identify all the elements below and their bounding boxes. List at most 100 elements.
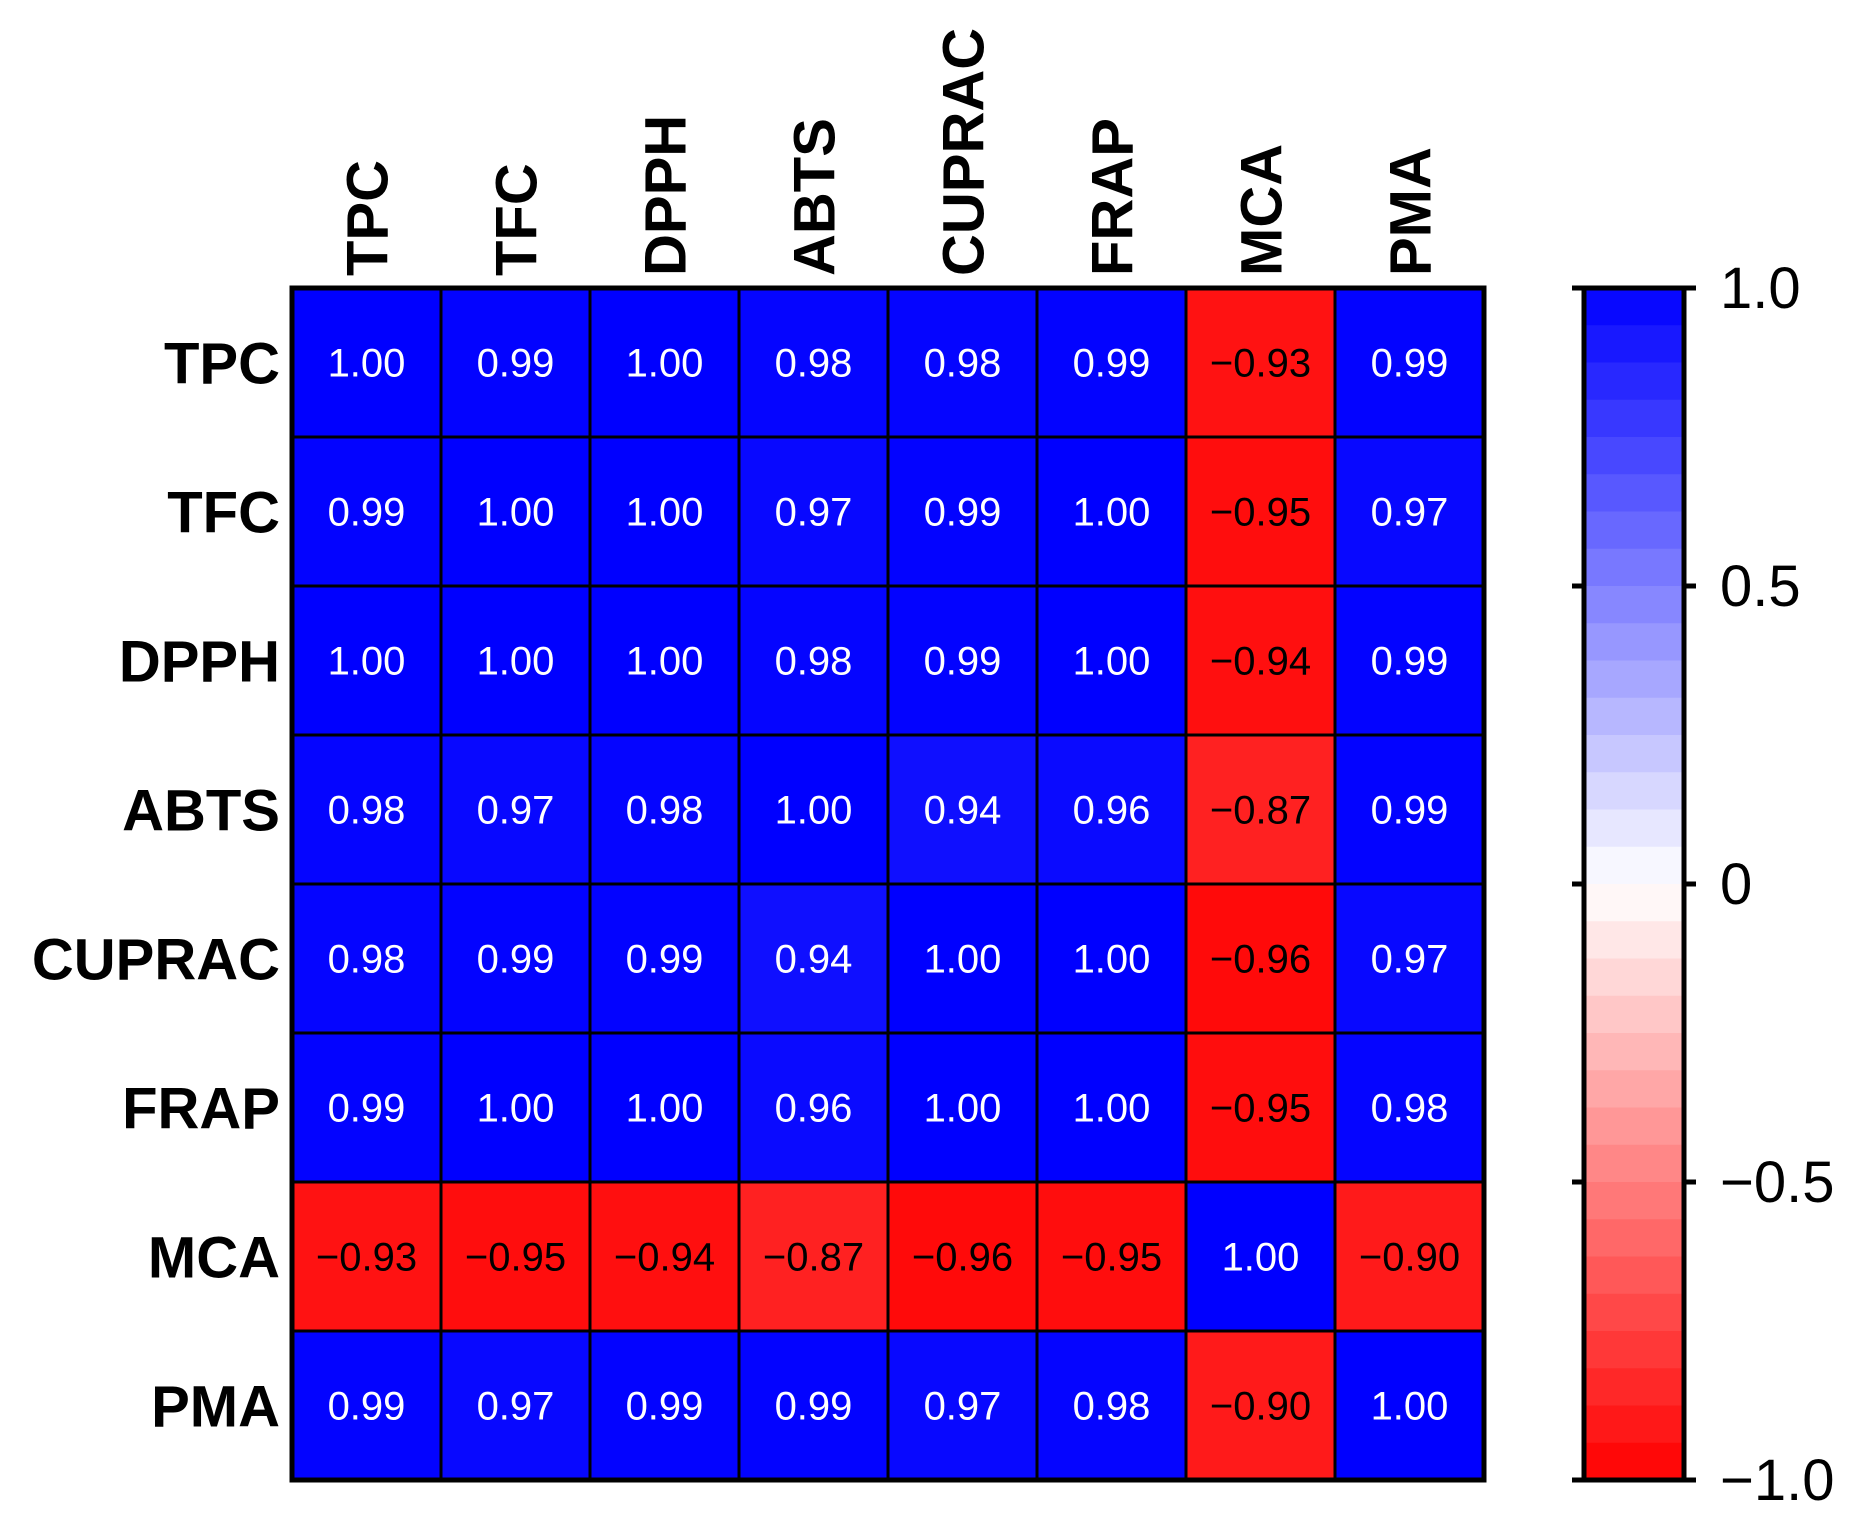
heatmap-cell-pma-pma bbox=[1335, 1331, 1484, 1480]
cell-value-label: 1.00 bbox=[477, 1087, 555, 1131]
cell-value-label: 0.97 bbox=[1371, 491, 1449, 535]
heatmap-cell-abts-pma bbox=[1335, 735, 1484, 884]
cell-value-label: 0.99 bbox=[775, 1385, 853, 1429]
heatmap-cell-pma-dpph bbox=[590, 1331, 739, 1480]
heatmap-cell-frap-tfc bbox=[441, 1033, 590, 1182]
heatmap-cell-pma-frap bbox=[1037, 1331, 1186, 1480]
cell-value-label: −0.95 bbox=[1210, 1087, 1311, 1131]
cell-value-label: 0.99 bbox=[477, 342, 555, 386]
cell-value-label: 0.94 bbox=[924, 789, 1002, 833]
heatmap-cell-mca-cuprac bbox=[888, 1182, 1037, 1331]
cell-value-label: 1.00 bbox=[1073, 640, 1151, 684]
cell-value-label: 0.98 bbox=[1371, 1087, 1449, 1131]
column-label-cuprac: CUPRAC bbox=[932, 28, 997, 276]
cell-value-label: 0.98 bbox=[775, 640, 853, 684]
heatmap-cell-dpph-pma bbox=[1335, 586, 1484, 735]
row-label-abts: ABTS bbox=[122, 779, 280, 844]
heatmap-cell-tpc-tfc bbox=[441, 288, 590, 437]
cell-value-label: 1.00 bbox=[626, 640, 704, 684]
colorbar-step bbox=[1584, 809, 1684, 848]
heatmap-cell-pma-tpc bbox=[292, 1331, 441, 1480]
heatmap-cell-tpc-tpc bbox=[292, 288, 441, 437]
colorbar-step bbox=[1584, 1368, 1684, 1407]
colorbar-step bbox=[1584, 511, 1684, 550]
heatmap-cell-frap-cuprac bbox=[888, 1033, 1037, 1182]
cell-value-label: 0.97 bbox=[775, 491, 853, 535]
colorbar-step bbox=[1584, 735, 1684, 773]
colorbar-step bbox=[1584, 1144, 1684, 1183]
colorbar-step bbox=[1584, 623, 1684, 662]
row-label-tpc: TPC bbox=[164, 332, 280, 397]
cell-value-label: 1.00 bbox=[1222, 1236, 1300, 1280]
heatmap-cell-pma-cuprac bbox=[888, 1331, 1037, 1480]
cell-value-label: 0.97 bbox=[1371, 938, 1449, 982]
heatmap-cell-pma-mca bbox=[1186, 1331, 1335, 1480]
cell-value-label: 0.99 bbox=[328, 1385, 406, 1429]
row-label-dpph: DPPH bbox=[119, 630, 280, 695]
heatmap-cell-tpc-pma bbox=[1335, 288, 1484, 437]
heatmap-cell-tfc-abts bbox=[739, 437, 888, 586]
column-label-abts: ABTS bbox=[783, 118, 848, 276]
heatmap-cell-dpph-frap bbox=[1037, 586, 1186, 735]
heatmap-grid bbox=[289, 285, 1487, 1483]
heatmap-cell-mca-tpc bbox=[292, 1182, 441, 1331]
cell-value-label: 1.00 bbox=[1073, 938, 1151, 982]
colorbar-step bbox=[1584, 772, 1684, 811]
column-labels: TPC TFC DPPH ABTS CUPRAC FRAP MCA PMA bbox=[336, 28, 1444, 276]
cell-value-label: −0.90 bbox=[1210, 1385, 1311, 1429]
heatmap-cell-dpph-tpc bbox=[292, 586, 441, 735]
heatmap-cell-frap-tpc bbox=[292, 1033, 441, 1182]
cell-value-label: 1.00 bbox=[626, 1087, 704, 1131]
colorbar-step bbox=[1584, 548, 1684, 587]
cell-value-label: 0.97 bbox=[477, 1385, 555, 1429]
cell-value-label: 0.99 bbox=[626, 1385, 704, 1429]
colorbar-step bbox=[1584, 1293, 1684, 1332]
cell-value-label: 0.97 bbox=[477, 789, 555, 833]
colorbar-step bbox=[1584, 474, 1684, 513]
cell-value-label: −0.95 bbox=[1210, 491, 1311, 535]
heatmap-cell-frap-pma bbox=[1335, 1033, 1484, 1182]
cell-value-label: −0.94 bbox=[614, 1236, 715, 1280]
cell-value-label: 0.98 bbox=[1073, 1385, 1151, 1429]
cell-value-label: 1.00 bbox=[328, 342, 406, 386]
cell-value-label: 1.00 bbox=[328, 640, 406, 684]
heatmap-cell-mca-tfc bbox=[441, 1182, 590, 1331]
colorbar-step bbox=[1584, 1107, 1684, 1146]
cell-value-label: 1.00 bbox=[924, 938, 1002, 982]
cell-value-label: 1.00 bbox=[924, 1087, 1002, 1131]
heatmap-cell-dpph-cuprac bbox=[888, 586, 1037, 735]
colorbar-step bbox=[1584, 1219, 1684, 1258]
colorbar-step bbox=[1584, 1182, 1684, 1220]
cell-value-label: −0.93 bbox=[316, 1236, 417, 1280]
colorbar-step bbox=[1584, 1442, 1684, 1481]
heatmap-cell-tfc-tfc bbox=[441, 437, 590, 586]
heatmap-cell-tfc-pma bbox=[1335, 437, 1484, 586]
cell-value-label: 0.99 bbox=[477, 938, 555, 982]
cell-value-label: −0.95 bbox=[1061, 1236, 1162, 1280]
cell-value-label: −0.93 bbox=[1210, 342, 1311, 386]
heatmap-cell-cuprac-cuprac bbox=[888, 884, 1037, 1033]
colorbar-step bbox=[1584, 288, 1684, 326]
colorbar-tick-label: 1.0 bbox=[1720, 256, 1801, 321]
cell-value-label: 1.00 bbox=[477, 491, 555, 535]
cell-value-label: 0.94 bbox=[775, 938, 853, 982]
colorbar-tick-label: −1.0 bbox=[1720, 1448, 1835, 1513]
heatmap-cell-frap-abts bbox=[739, 1033, 888, 1182]
colorbar-step bbox=[1584, 958, 1684, 997]
heatmap-cell-mca-frap bbox=[1037, 1182, 1186, 1331]
colorbar-step bbox=[1584, 921, 1684, 960]
cell-value-label: 0.98 bbox=[328, 789, 406, 833]
row-label-pma: PMA bbox=[151, 1375, 280, 1440]
cell-value-label: 0.99 bbox=[626, 938, 704, 982]
colorbar-step bbox=[1584, 697, 1684, 736]
heatmap-cell-cuprac-tfc bbox=[441, 884, 590, 1033]
heatmap-cell-frap-frap bbox=[1037, 1033, 1186, 1182]
colorbar-step bbox=[1584, 995, 1684, 1034]
cell-value-label: 0.98 bbox=[328, 938, 406, 982]
colorbar-tick-label: 0.5 bbox=[1720, 554, 1801, 619]
heatmap-cell-dpph-dpph bbox=[590, 586, 739, 735]
heatmap-cell-mca-mca bbox=[1186, 1182, 1335, 1331]
cell-value-label: 0.99 bbox=[328, 1087, 406, 1131]
row-label-frap: FRAP bbox=[122, 1077, 280, 1142]
